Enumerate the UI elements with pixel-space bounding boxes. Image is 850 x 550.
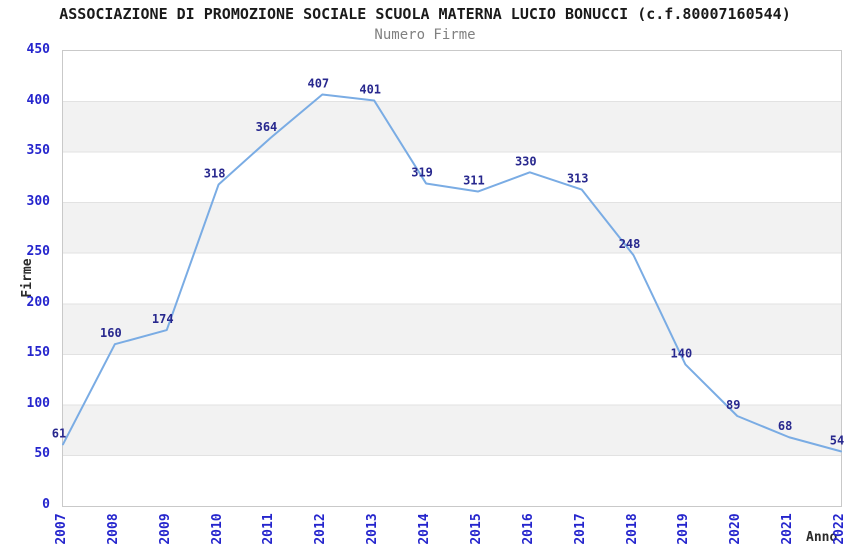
x-tick-label: 2019 [676, 513, 692, 545]
data-point-label: 61 [52, 426, 66, 440]
y-tick-label: 300 [26, 193, 50, 209]
x-tick-label: 2022 [832, 513, 847, 545]
data-point-label: 89 [726, 398, 740, 412]
line-chart: 61 160 174 318 364 407 401 319 311 330 313 248 140 89… [52, 76, 844, 456]
series-line [62, 93, 842, 453]
plot-band [63, 202, 841, 254]
plot-area: 61 160 174 318 364 407 401 319 311 330 313 248 140 89… [52, 50, 844, 507]
x-tick-label: 2009 [157, 513, 173, 545]
data-point-label: 407 [307, 76, 329, 90]
y-tick-label: 150 [26, 345, 50, 361]
x-axis-title: Anno [806, 530, 838, 545]
x-tick-label: 2011 [261, 513, 277, 545]
x-tick-label: 2010 [209, 513, 225, 545]
y-tick-label: 400 [26, 92, 50, 108]
y-tick-label: 250 [26, 244, 50, 260]
x-tick-label: 2015 [468, 513, 484, 545]
plot-band [63, 303, 841, 355]
x-tick-label: 2018 [624, 513, 640, 545]
data-point-label: 174 [152, 312, 174, 326]
data-point-label: 401 [359, 83, 381, 97]
x-tick-label: 2021 [780, 513, 796, 545]
x-tick-label: 2014 [417, 513, 433, 545]
y-tick-label: 200 [26, 294, 50, 310]
x-tick-label: 2017 [572, 513, 588, 545]
data-point-label: 319 [411, 165, 433, 179]
y-tick-label: 350 [26, 143, 50, 159]
chart-subtitle: Numero Firme [374, 27, 476, 43]
data-point-label: 140 [671, 346, 693, 360]
data-point-label: 54 [830, 433, 844, 447]
data-point-label: 248 [619, 237, 641, 251]
x-tick-label: 2012 [313, 513, 329, 545]
y-tick-label: 100 [26, 395, 50, 411]
chart-title: ASSOCIAZIONE DI PROMOZIONE SOCIALE SCUOL… [59, 5, 791, 23]
x-tick-label: 2020 [728, 513, 744, 545]
data-point-label: 330 [515, 154, 537, 168]
y-tick-label: 50 [34, 446, 50, 462]
y-tick-label: 0 [42, 497, 50, 512]
data-point-label: 313 [567, 172, 589, 186]
y-tick-label: 450 [26, 42, 50, 57]
plot-band [63, 404, 841, 456]
data-point-label: 68 [778, 419, 792, 433]
data-point-label: 311 [463, 174, 485, 188]
plot-band [63, 101, 841, 153]
data-point-label: 160 [100, 326, 122, 340]
x-tick-label: 2016 [520, 513, 536, 545]
data-point-label: 364 [256, 120, 278, 134]
x-tick-label: 2008 [105, 513, 121, 545]
x-tick-label: 2013 [365, 513, 381, 545]
x-tick-label: 2007 [54, 513, 69, 545]
data-point-label: 318 [204, 166, 226, 180]
